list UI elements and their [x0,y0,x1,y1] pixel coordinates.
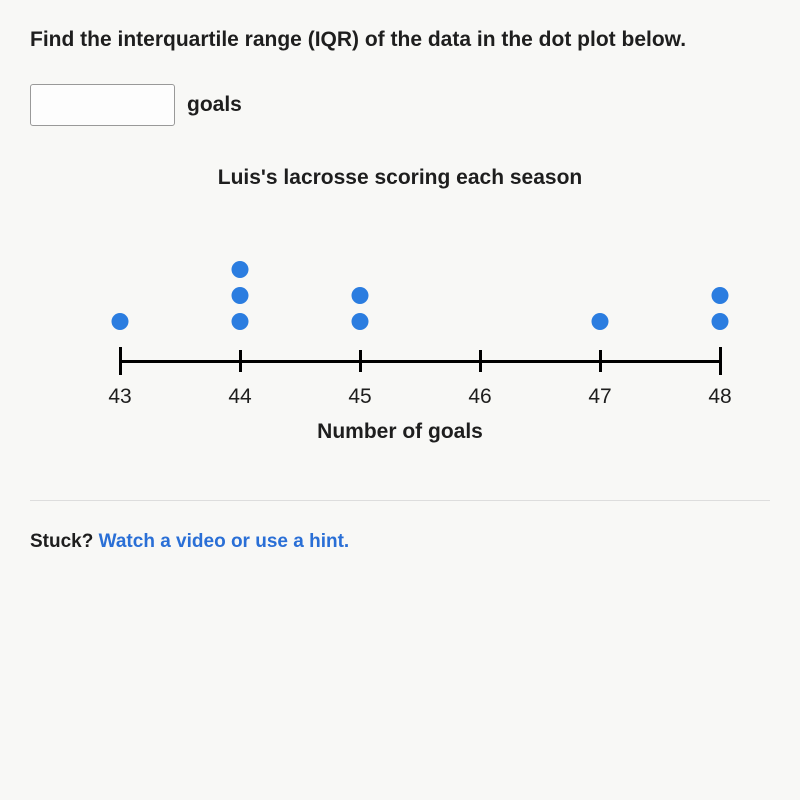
data-dot [592,313,609,330]
axis-tick [479,350,482,372]
x-axis-label: Number of goals [317,420,483,444]
axis-endcap-right [719,347,722,375]
data-dot [712,313,729,330]
axis-tick [599,350,602,372]
answer-unit: goals [187,93,242,117]
axis-tick [239,350,242,372]
tick-label: 45 [348,385,371,409]
tick-label: 47 [588,385,611,409]
axis-endcap-left [119,347,122,375]
data-dot [112,313,129,330]
data-dot [232,287,249,304]
hint-link[interactable]: Watch a video or use a hint. [99,531,350,552]
divider [30,500,770,501]
question-text: Find the interquartile range (IQR) of th… [30,25,770,54]
tick-label: 44 [228,385,251,409]
answer-input[interactable] [30,84,175,126]
data-dot [232,261,249,278]
data-dot [352,287,369,304]
dot-plot: 434445464748Number of goals [60,240,740,440]
tick-label: 46 [468,385,491,409]
help-row: Stuck? Watch a video or use a hint. [30,531,770,553]
data-dot [352,313,369,330]
tick-label: 48 [708,385,731,409]
data-dot [712,287,729,304]
data-dot [232,313,249,330]
axis-line [120,360,720,363]
answer-row: goals [30,84,770,126]
axis-tick [359,350,362,372]
tick-label: 43 [108,385,131,409]
chart-title: Luis's lacrosse scoring each season [30,166,770,190]
stuck-label: Stuck? [30,531,99,552]
